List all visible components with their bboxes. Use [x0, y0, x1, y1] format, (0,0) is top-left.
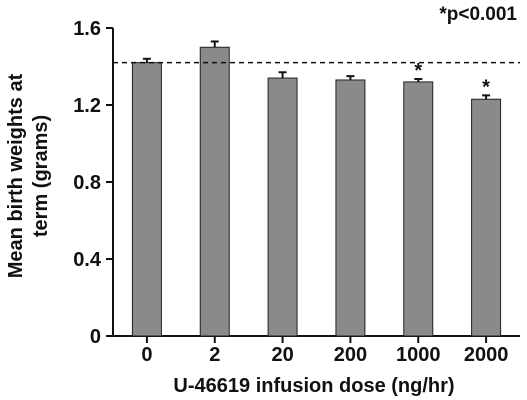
x-tick-label: 200	[334, 344, 367, 366]
y-axis-title-line-2: term (grams)	[30, 115, 52, 237]
y-tick-label: 1.2	[73, 95, 101, 117]
y-axis-title: Mean birth weights at term (grams)	[5, 73, 52, 278]
x-tick-label: 0	[141, 344, 152, 366]
y-axis-title-line-1: Mean birth weights at	[5, 73, 27, 278]
x-tick-label: 1000	[396, 344, 441, 366]
significance-note: *p<0.001	[439, 4, 517, 25]
significance-star: *	[414, 60, 422, 82]
x-tick-label: 2	[209, 344, 220, 366]
bar	[335, 79, 366, 337]
x-tick-label: 2000	[464, 344, 509, 366]
bar	[471, 98, 502, 337]
y-tick-label: 0	[90, 326, 101, 348]
x-axis-title: U-46619 infusion dose (ng/hr)	[173, 375, 454, 397]
y-tick-label: 1.6	[73, 18, 101, 40]
plot-area: 0 0.4 0.8 1.2 1.6 0 2 20 200 1000 * 2000 *	[73, 18, 520, 366]
x-tick-label: 20	[271, 344, 293, 366]
bar	[403, 81, 434, 337]
y-tick-label: 0.4	[73, 249, 102, 271]
significance-star: *	[482, 76, 490, 98]
y-tick-label: 0.8	[73, 172, 101, 194]
bar	[131, 62, 162, 337]
bar	[199, 46, 230, 337]
bar	[267, 77, 298, 337]
